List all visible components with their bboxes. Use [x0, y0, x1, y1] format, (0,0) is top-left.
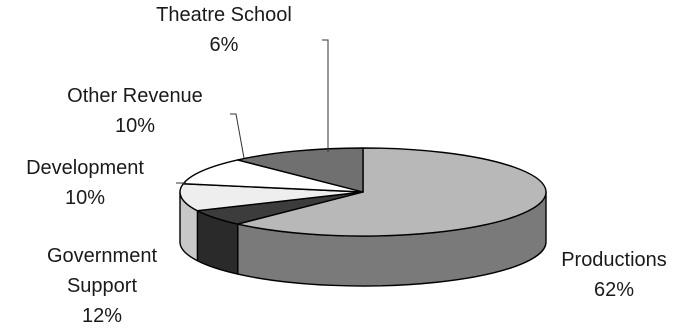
pie-slice-government-support [237, 147, 364, 193]
slice-label-development: Development [26, 157, 144, 179]
leader-lines [176, 39, 329, 184]
slice-label-government-support-line-1: Government [47, 245, 157, 267]
leader-line-other-revenue [230, 113, 245, 159]
slice-labels: Productions 62% Theatre School 6% Other Reve… [26, 4, 667, 327]
slice-label-theatre-school: Theatre School [156, 4, 292, 26]
pie-slice-productions [237, 147, 547, 237]
slice-value-other-revenue: 10% [115, 115, 155, 137]
slice-value-development: 10% [65, 187, 105, 209]
slice-value-theatre-school: 6% [210, 34, 239, 56]
slice-value-government-support: 12% [82, 305, 122, 327]
slice-label-productions: Productions [561, 249, 667, 271]
leader-line-theatre-school [322, 39, 329, 152]
slice-label-other-revenue: Other Revenue [67, 85, 203, 107]
pie-sides [179, 191, 547, 287]
slice-value-productions: 62% [594, 279, 634, 301]
pie-tops [179, 147, 547, 237]
slice-label-government-support-line-2: Support [67, 275, 137, 297]
